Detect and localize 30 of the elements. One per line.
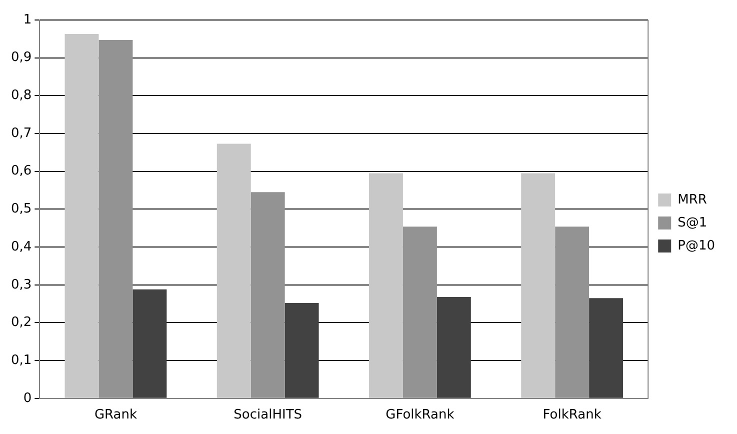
bar	[555, 226, 590, 398]
legend-label: P@10	[678, 238, 716, 254]
y-tick-label: 0,9	[10, 50, 32, 66]
bar	[64, 34, 99, 398]
bar	[436, 296, 471, 398]
bar	[589, 298, 624, 398]
bar	[250, 192, 285, 398]
y-tick-label: 1	[23, 12, 32, 28]
bar	[521, 173, 556, 398]
bar	[284, 303, 319, 398]
y-tick-label: 0,8	[10, 88, 32, 104]
x-tick-label: SocialHITS	[234, 408, 302, 423]
y-tick-label: 0,7	[10, 126, 32, 141]
bar	[368, 173, 403, 398]
y-tick-label: 0	[23, 390, 32, 406]
x-tick-label: FolkRank	[542, 408, 602, 423]
legend-label: MRR	[678, 192, 707, 208]
y-tick-label: 0,6	[10, 164, 32, 179]
x-tick-label: GFolkRank	[386, 408, 455, 423]
y-tick-label: 0,1	[10, 352, 32, 368]
y-tick-label: 0,4	[10, 239, 32, 254]
bar	[402, 226, 437, 398]
bar	[132, 289, 167, 398]
y-tick-label: 0,5	[10, 202, 32, 217]
y-tick-label: 0,2	[10, 315, 32, 330]
x-tick-label: GRank	[94, 408, 138, 423]
y-tick-label: 0,3	[10, 277, 32, 292]
legend-label: S@1	[678, 215, 708, 230]
bar	[98, 40, 133, 398]
bar	[216, 144, 251, 398]
